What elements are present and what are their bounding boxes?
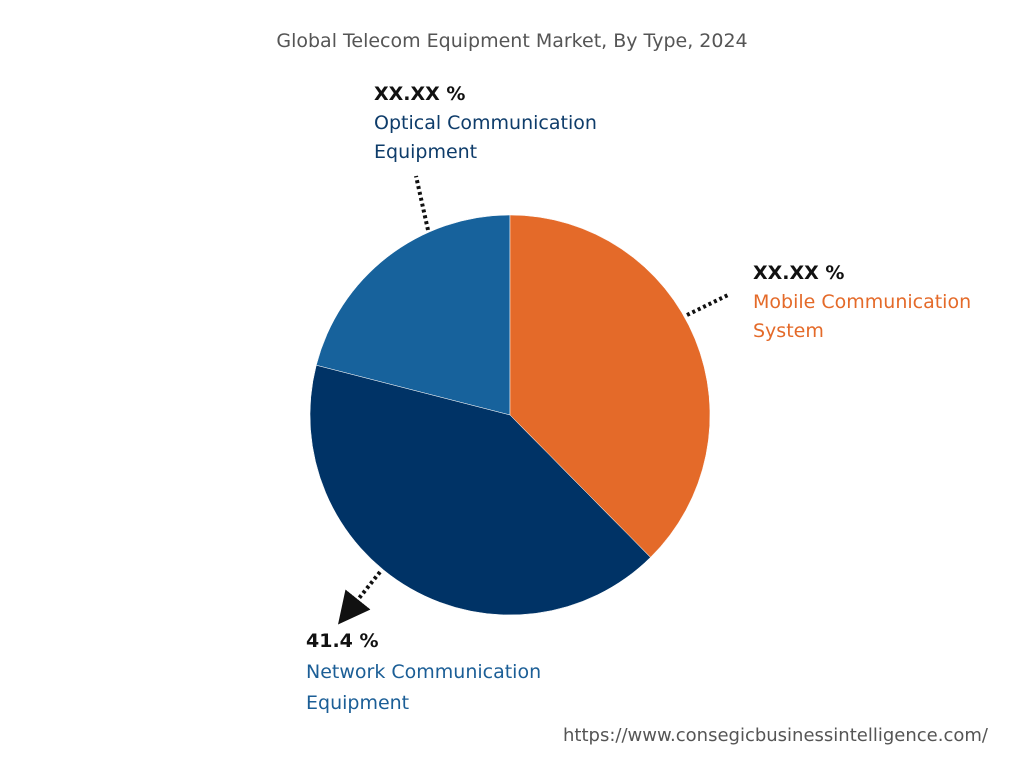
leader-line-optical — [414, 175, 430, 231]
value-label: XX.XX % — [753, 262, 845, 284]
category-label: Equipment — [374, 141, 478, 163]
pie-slice-optical — [315, 214, 511, 416]
pie-slice-network — [309, 364, 651, 616]
value-label: 41.4 % — [306, 630, 379, 652]
source-url[interactable]: https://www.consegicbusinessintelligence… — [563, 725, 988, 746]
category-label: Network Communication — [306, 661, 542, 683]
leader-line-network — [338, 570, 382, 625]
leader-line-mobile — [686, 293, 729, 317]
slice-label-network: 41.4 % Network Communication Equipment — [306, 626, 541, 719]
category-label: Optical Communication — [374, 112, 597, 134]
slice-label-mobile: XX.XX % Mobile Communication System — [753, 259, 971, 346]
category-label: Mobile Communication — [753, 291, 972, 313]
chart-title: Global Telecom Equipment Market, By Type… — [276, 30, 748, 52]
value-label: XX.XX % — [374, 83, 466, 105]
category-label: Equipment — [306, 692, 410, 714]
category-label: System — [753, 320, 824, 342]
pie-slice-mobile — [509, 214, 711, 558]
slice-label-optical: XX.XX % Optical Communication Equipment — [374, 80, 597, 167]
